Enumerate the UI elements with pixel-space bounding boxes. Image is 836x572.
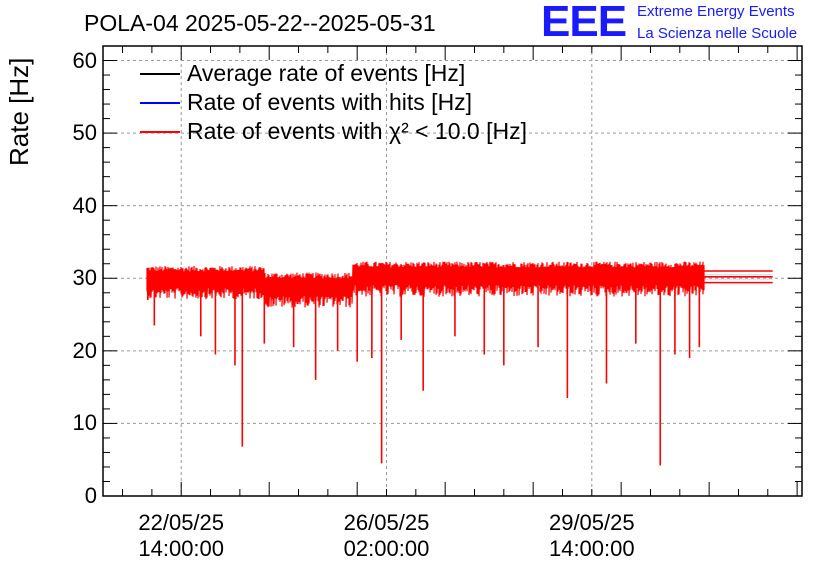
plot-frame [102,45,803,497]
eee-logo-mark: EEE [541,0,627,46]
x-tick-label-time: 14:00:00 [138,536,225,561]
y-tick-label: 40 [72,192,97,218]
chart-axes [102,45,803,497]
x-tick-label-date: 26/05/25 [343,510,430,535]
x-tick-label: 22/05/25 14:00:00 [111,510,251,562]
x-tick-label: 26/05/25 02:00:00 [317,510,457,562]
legend-label-average: Average rate of events [Hz] [187,60,466,86]
y-tick-label: 20 [72,337,97,363]
x-tick-label-date: 22/05/25 [138,510,225,535]
legend-swatch-hits [140,102,180,104]
y-axis-label: Rate [Hz] [4,57,34,166]
x-tick-label-time: 02:00:00 [343,536,430,561]
y-tick-label: 60 [72,47,97,73]
legend-swatch-chi2 [140,131,180,133]
x-tick-label-date: 29/05/25 [548,510,635,535]
y-tick-label: 50 [72,120,97,146]
plot-area [146,261,773,466]
y-tick-label: 0 [84,483,97,508]
legend-label-hits: Rate of events with hits [Hz] [187,89,473,115]
legend-label-chi2: Rate of events with χ² < 10.0 [Hz] [187,118,527,144]
logo-line-2: La Scienza nelle Scuole [637,25,798,42]
x-tick-label: 29/05/25 14:00:00 [522,510,662,562]
series-chi2-trace [146,261,705,308]
x-tick-label-time: 14:00:00 [548,536,635,561]
y-tick-label: 10 [72,410,97,436]
legend-swatch-average [140,73,180,75]
y-tick-label: 30 [72,265,97,291]
logo-line-1: Extreme Energy Events [637,3,795,20]
chart-title: POLA-04 2025-05-22--2025-05-31 [84,10,436,36]
